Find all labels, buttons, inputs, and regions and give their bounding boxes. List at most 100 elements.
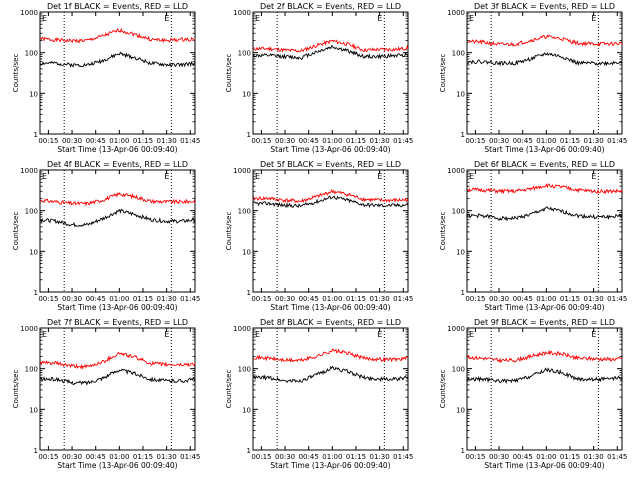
events-series-line: [467, 206, 623, 222]
events-series-line: [40, 368, 196, 386]
y-axis-label: Counts/sec: [12, 54, 20, 93]
lld-series-line: [467, 183, 623, 195]
lld-series-line: [253, 188, 409, 204]
plot-frame: [466, 169, 623, 293]
plot-frame: [252, 11, 409, 135]
x-axis-label: Start Time (13-Apr-06 00:09:40): [484, 461, 604, 470]
y-tick-label: 10: [29, 248, 38, 256]
panel-title: Det 2f BLACK = Events, RED = LLD: [260, 2, 401, 11]
panel-title: Det 7f BLACK = Events, RED = LLD: [47, 318, 188, 327]
x-tick-label: 00:45: [513, 137, 533, 145]
y-tick-label: 1000: [233, 325, 251, 333]
corner-marker: E: [255, 14, 260, 23]
y-tick-label: 100: [452, 366, 465, 374]
corner-marker: E: [42, 330, 47, 339]
y-tick-label: 1: [34, 447, 38, 455]
panel-title: Det 6f BLACK = Events, RED = LLD: [474, 160, 615, 169]
x-tick-label: 01:00: [109, 295, 129, 303]
plot-frame: [252, 169, 409, 293]
x-tick-label: 01:30: [157, 453, 177, 461]
x-tick-label: 00:15: [465, 295, 485, 303]
x-tick-label: 01:45: [607, 295, 627, 303]
lld-series-line: [40, 27, 196, 44]
lld-series-line: [40, 192, 196, 207]
panel-title: Det 4f BLACK = Events, RED = LLD: [47, 160, 188, 169]
y-axis-label: Counts/sec: [439, 370, 447, 409]
corner-marker: E: [591, 14, 596, 23]
x-tick-label: 01:15: [560, 295, 580, 303]
x-tick-label: 01:30: [157, 137, 177, 145]
y-tick-label: 1000: [233, 9, 251, 17]
y-tick-label: 1: [461, 131, 465, 139]
y-axis-label: Counts/sec: [12, 212, 20, 251]
corner-marker: E: [469, 14, 474, 23]
x-tick-label: 01:15: [133, 295, 153, 303]
y-tick-label: 100: [238, 366, 251, 374]
corner-marker: E: [42, 172, 47, 181]
lld-series-line: [253, 39, 409, 53]
x-tick-label: 01:00: [109, 453, 129, 461]
x-tick-label: 01:00: [109, 137, 129, 145]
y-tick-label: 1000: [20, 9, 38, 17]
x-tick-label: 01:45: [180, 295, 200, 303]
y-tick-label: 1: [34, 289, 38, 297]
x-tick-label: 01:15: [133, 453, 153, 461]
y-axis-label: Counts/sec: [439, 212, 447, 251]
x-tick-label: 00:15: [251, 295, 271, 303]
x-tick-label: 01:00: [322, 137, 342, 145]
x-tick-label: 00:45: [513, 453, 533, 461]
y-tick-label: 1: [461, 289, 465, 297]
plot-frame: [252, 327, 409, 451]
x-tick-label: 01:15: [346, 295, 366, 303]
y-axis-label: Counts/sec: [225, 54, 233, 93]
y-tick-label: 100: [25, 366, 38, 374]
corner-marker: E: [164, 330, 169, 339]
plot-frame: [39, 169, 196, 293]
x-tick-label: 01:30: [370, 137, 390, 145]
corner-marker: E: [255, 172, 260, 181]
lld-series-line: [467, 349, 623, 364]
x-tick-label: 00:45: [86, 137, 106, 145]
x-axis-label: Start Time (13-Apr-06 00:09:40): [270, 303, 390, 312]
panel-title: Det 8f BLACK = Events, RED = LLD: [260, 318, 401, 327]
plot-frame: [466, 11, 623, 135]
x-tick-label: 00:30: [489, 295, 509, 303]
x-tick-label: 00:30: [275, 453, 295, 461]
x-tick-label: 01:30: [370, 453, 390, 461]
y-tick-label: 10: [456, 248, 465, 256]
x-tick-label: 01:45: [607, 137, 627, 145]
events-series-line: [467, 367, 623, 385]
y-tick-label: 1: [247, 289, 251, 297]
events-series-line: [467, 52, 623, 67]
x-axis-label: Start Time (13-Apr-06 00:09:40): [57, 303, 177, 312]
y-tick-label: 100: [452, 208, 465, 216]
x-axis-label: Start Time (13-Apr-06 00:09:40): [484, 303, 604, 312]
y-tick-label: 1: [247, 447, 251, 455]
corner-marker: E: [164, 172, 169, 181]
x-axis-label: Start Time (13-Apr-06 00:09:40): [57, 461, 177, 470]
detector-panel: Det 5f BLACK = Events, RED = LLD 1 10 100 10…: [225, 160, 413, 312]
corner-marker: E: [591, 172, 596, 181]
x-tick-label: 00:15: [465, 137, 485, 145]
y-tick-label: 1: [247, 131, 251, 139]
corner-marker: E: [255, 330, 260, 339]
events-series-line: [253, 195, 409, 209]
x-tick-label: 01:15: [133, 137, 153, 145]
x-tick-label: 00:15: [38, 295, 58, 303]
detector-panel: Det 9f BLACK = Events, RED = LLD 1 10 100 10…: [439, 318, 627, 470]
y-tick-label: 10: [29, 90, 38, 98]
corner-marker: E: [42, 14, 47, 23]
corner-marker: E: [164, 14, 169, 23]
x-tick-label: 00:45: [513, 295, 533, 303]
detector-panel: Det 3f BLACK = Events, RED = LLD 1 10 100 10…: [439, 2, 627, 154]
x-tick-label: 00:30: [62, 137, 82, 145]
x-axis-label: Start Time (13-Apr-06 00:09:40): [57, 145, 177, 154]
x-tick-label: 01:45: [393, 137, 413, 145]
y-tick-label: 10: [242, 406, 251, 414]
x-tick-label: 00:45: [299, 453, 319, 461]
x-axis-label: Start Time (13-Apr-06 00:09:40): [270, 145, 390, 154]
x-tick-label: 01:45: [393, 295, 413, 303]
x-tick-label: 00:30: [62, 453, 82, 461]
y-tick-label: 1000: [447, 9, 465, 17]
